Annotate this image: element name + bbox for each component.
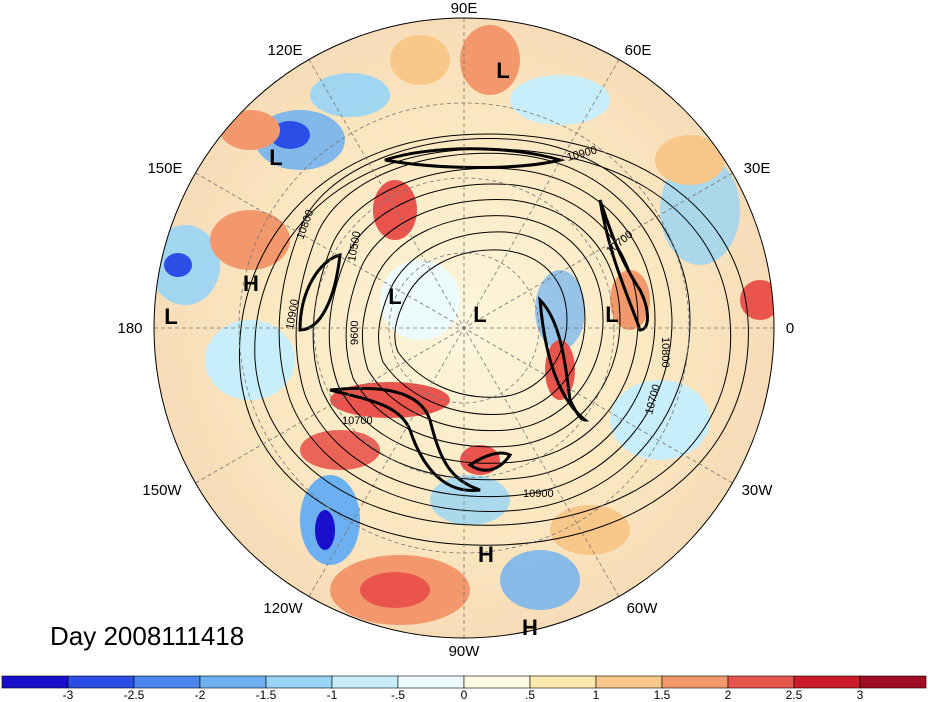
colorbar-label: -2.5	[124, 688, 145, 702]
colorbar-label: -.5	[391, 688, 405, 702]
lon-label: 30W	[742, 482, 774, 499]
colorbar-swatch	[265, 675, 333, 689]
colorbar-swatch	[397, 675, 465, 689]
lon-label: 120W	[263, 600, 303, 617]
colorbar-swatch	[727, 675, 795, 689]
contour-label: 10900	[523, 488, 554, 500]
colorbar-label: 2	[725, 688, 732, 702]
longitude-labels: 90E 60E 30E 0 30W 60W 90W 120W 150W 180 …	[117, 0, 794, 660]
colorbar-label: -1	[327, 688, 338, 702]
colorbar-label: .5	[525, 688, 535, 702]
lon-label: 150E	[147, 160, 182, 177]
contour-label: 10900	[284, 298, 301, 330]
colorbar-label: 2.5	[786, 688, 803, 702]
low-center: L	[388, 284, 401, 309]
colorbar-swatch	[859, 675, 927, 689]
low-center: L	[473, 302, 486, 327]
colorbar-swatch	[331, 675, 399, 689]
lon-label: 180	[117, 320, 142, 337]
map-boundary	[153, 17, 775, 639]
lon-label: 60W	[627, 600, 659, 617]
lon-label: 60E	[625, 42, 652, 59]
colorbar-label: -2	[195, 688, 206, 702]
colorbar-label: 1.5	[654, 688, 671, 702]
high-center: H	[522, 615, 538, 640]
colorbar-swatch	[793, 675, 861, 689]
colorbar-swatch	[1, 675, 69, 689]
contour-label: 10700	[342, 415, 373, 427]
lon-label: 120E	[267, 42, 302, 59]
colorbar-swatch	[133, 675, 201, 689]
lon-label: 90E	[451, 0, 478, 17]
colorbar-swatch	[199, 675, 267, 689]
contour-label: 10500	[346, 230, 363, 262]
lon-label: 150W	[142, 482, 182, 499]
high-center: H	[243, 271, 259, 296]
lon-label: 30E	[744, 160, 771, 177]
low-center: L	[496, 58, 509, 83]
colorbar-label: -3	[63, 688, 74, 702]
colorbar-swatch	[529, 675, 597, 689]
low-center: L	[164, 304, 177, 329]
colorbar-label: -1.5	[256, 688, 277, 702]
lon-label: 0	[786, 320, 794, 337]
contour-label: 9600	[349, 321, 361, 345]
colorbar-label: 1	[593, 688, 600, 702]
contour-label: 10800	[659, 337, 671, 368]
colorbar: -3 -2.5 -2 -1.5 -1 -.5 0 .5 1 1.5 2 2.5 3	[1, 675, 927, 702]
jet-contours	[298, 147, 649, 492]
low-center: L	[269, 145, 282, 170]
lon-label: 90W	[449, 643, 481, 660]
colorbar-label: 0	[461, 688, 468, 702]
high-center: H	[478, 542, 494, 567]
graticule	[154, 18, 774, 638]
pressure-centers: L L L L L L L H H H	[164, 58, 618, 640]
colorbar-swatch	[463, 675, 531, 689]
colorbar-swatch	[661, 675, 729, 689]
colorbar-swatch	[595, 675, 663, 689]
colorbar-swatch	[67, 675, 135, 689]
day-label: Day 2008111418	[50, 621, 244, 651]
colorbar-label: 3	[857, 688, 864, 702]
low-center: L	[605, 302, 618, 327]
